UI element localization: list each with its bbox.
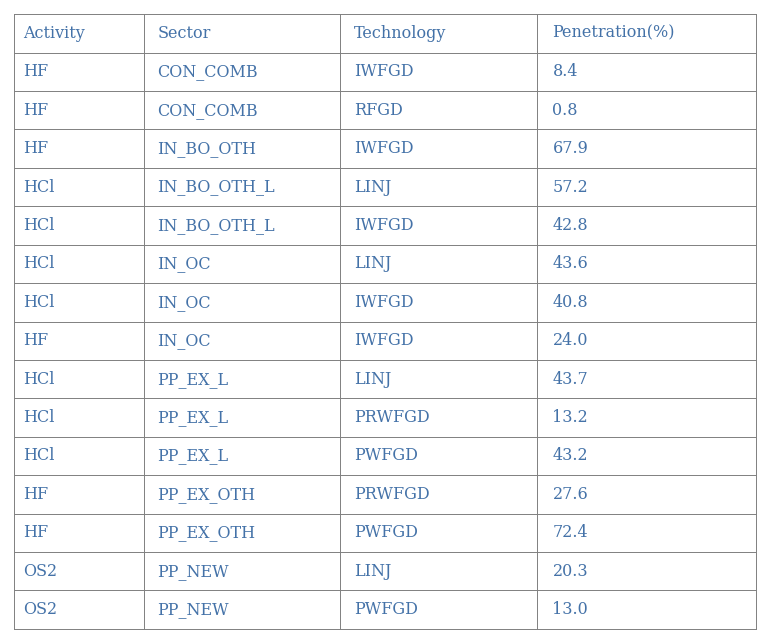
- Text: LINJ: LINJ: [354, 255, 392, 273]
- Text: PP_EX_OTH: PP_EX_OTH: [158, 486, 256, 503]
- Text: 43.2: 43.2: [553, 448, 588, 464]
- Text: IN_OC: IN_OC: [158, 332, 211, 349]
- Text: IN_BO_OTH_L: IN_BO_OTH_L: [158, 217, 275, 234]
- Text: Technology: Technology: [354, 25, 447, 42]
- Text: 67.9: 67.9: [553, 140, 588, 157]
- Text: 43.6: 43.6: [553, 255, 588, 273]
- Text: 27.6: 27.6: [553, 486, 588, 503]
- Text: Penetration(%): Penetration(%): [553, 25, 675, 42]
- Text: RFGD: RFGD: [354, 102, 403, 119]
- Text: 24.0: 24.0: [553, 332, 588, 349]
- Text: OS2: OS2: [23, 563, 57, 580]
- Text: PRWFGD: PRWFGD: [354, 486, 430, 503]
- Text: IN_OC: IN_OC: [158, 255, 211, 273]
- Text: PP_EX_OTH: PP_EX_OTH: [158, 524, 256, 541]
- Text: 43.7: 43.7: [553, 370, 588, 388]
- Text: IN_BO_OTH: IN_BO_OTH: [158, 140, 256, 157]
- Text: HF: HF: [23, 102, 48, 119]
- Text: HCl: HCl: [23, 217, 55, 234]
- Text: LINJ: LINJ: [354, 370, 392, 388]
- Text: PRWFGD: PRWFGD: [354, 409, 430, 426]
- Text: 8.4: 8.4: [553, 63, 578, 80]
- Text: 72.4: 72.4: [553, 524, 588, 541]
- Text: IN_OC: IN_OC: [158, 294, 211, 311]
- Text: IWFGD: IWFGD: [354, 294, 413, 311]
- Text: PP_NEW: PP_NEW: [158, 601, 229, 618]
- Text: IN_BO_OTH_L: IN_BO_OTH_L: [158, 179, 275, 195]
- Text: HCl: HCl: [23, 409, 55, 426]
- Text: 0.8: 0.8: [553, 102, 578, 119]
- Text: HCl: HCl: [23, 370, 55, 388]
- Text: LINJ: LINJ: [354, 563, 392, 580]
- Text: PP_NEW: PP_NEW: [158, 563, 229, 580]
- Text: PP_EX_L: PP_EX_L: [158, 409, 229, 426]
- Text: HCl: HCl: [23, 179, 55, 195]
- Text: PWFGD: PWFGD: [354, 448, 418, 464]
- Text: HF: HF: [23, 524, 48, 541]
- Text: CON_COMB: CON_COMB: [158, 102, 258, 119]
- Text: LINJ: LINJ: [354, 179, 392, 195]
- Text: 42.8: 42.8: [553, 217, 588, 234]
- Text: HF: HF: [23, 486, 48, 503]
- Text: PWFGD: PWFGD: [354, 524, 418, 541]
- Text: IWFGD: IWFGD: [354, 332, 413, 349]
- Text: PWFGD: PWFGD: [354, 601, 418, 618]
- Text: 13.2: 13.2: [553, 409, 588, 426]
- Text: OS2: OS2: [23, 601, 57, 618]
- Text: CON_COMB: CON_COMB: [158, 63, 258, 80]
- Text: 13.0: 13.0: [553, 601, 588, 618]
- Text: HCl: HCl: [23, 448, 55, 464]
- Text: HF: HF: [23, 63, 48, 80]
- Text: 57.2: 57.2: [553, 179, 588, 195]
- Text: HF: HF: [23, 140, 48, 157]
- Text: 20.3: 20.3: [553, 563, 588, 580]
- Text: 40.8: 40.8: [553, 294, 588, 311]
- Text: PP_EX_L: PP_EX_L: [158, 370, 229, 388]
- Text: HCl: HCl: [23, 294, 55, 311]
- Text: IWFGD: IWFGD: [354, 217, 413, 234]
- Text: IWFGD: IWFGD: [354, 140, 413, 157]
- Text: Sector: Sector: [158, 25, 211, 42]
- Text: Activity: Activity: [23, 25, 85, 42]
- Text: IWFGD: IWFGD: [354, 63, 413, 80]
- Text: PP_EX_L: PP_EX_L: [158, 448, 229, 464]
- Text: HF: HF: [23, 332, 48, 349]
- Text: HCl: HCl: [23, 255, 55, 273]
